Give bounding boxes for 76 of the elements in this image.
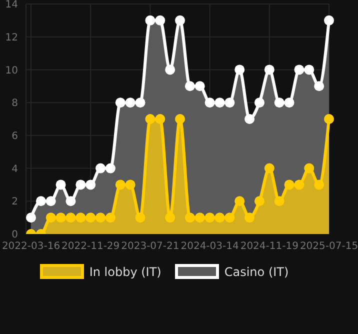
point: [175, 114, 185, 124]
y-tick-label: 4: [12, 164, 18, 175]
point: [184, 212, 195, 223]
y-tick-label: 0: [12, 230, 18, 241]
point: [204, 98, 215, 108]
point: [214, 98, 225, 108]
point: [324, 114, 334, 124]
point: [105, 163, 116, 174]
point: [264, 64, 274, 75]
point: [56, 212, 66, 223]
x-tick-label: 2023-07-21: [121, 241, 180, 252]
point: [125, 180, 136, 190]
y-tick-label: 12: [5, 32, 18, 44]
point: [194, 212, 205, 223]
point: [254, 98, 264, 108]
point: [165, 64, 176, 75]
x-tick-label: 2022-11-29: [62, 241, 120, 252]
point: [234, 196, 245, 206]
point: [224, 98, 235, 108]
point: [125, 98, 136, 108]
point: [86, 212, 96, 223]
point: [214, 212, 225, 223]
point: [324, 15, 334, 26]
point: [26, 212, 36, 223]
point: [264, 163, 274, 174]
x-tick-label: 2024-11-19: [240, 241, 298, 252]
point: [76, 212, 86, 223]
point: [36, 196, 46, 206]
x-tick-label: 2022-03-16: [2, 241, 60, 252]
point: [145, 114, 156, 124]
point: [115, 180, 126, 190]
point: [244, 114, 255, 124]
point: [96, 163, 106, 174]
point: [105, 212, 116, 223]
point: [46, 212, 56, 223]
point: [244, 212, 255, 223]
y-tick-label: 10: [5, 65, 18, 76]
legend-label: Casino (IT): [224, 264, 289, 278]
point: [145, 15, 156, 26]
point: [135, 98, 146, 108]
point: [155, 15, 166, 26]
point: [314, 81, 324, 92]
point: [234, 64, 245, 75]
point: [304, 163, 314, 174]
point: [284, 98, 294, 108]
y-tick-label: 14: [5, 0, 18, 11]
y-tick-label: 6: [12, 130, 18, 142]
point: [304, 64, 314, 75]
point: [274, 196, 284, 206]
point: [165, 212, 176, 223]
point: [76, 180, 86, 190]
point: [135, 212, 146, 223]
point: [66, 196, 76, 206]
point: [184, 81, 195, 92]
y-tick-label: 8: [12, 98, 18, 110]
point: [66, 212, 76, 223]
x-tick-label: 2024-03-14: [180, 241, 239, 252]
point: [284, 180, 294, 190]
point: [194, 81, 205, 92]
y-tick-label: 2: [12, 196, 18, 208]
point: [96, 212, 106, 223]
point: [115, 98, 126, 108]
point: [155, 114, 166, 124]
x-tick-label: 2025-07-15: [300, 241, 358, 252]
point: [274, 98, 284, 108]
point: [254, 196, 264, 206]
point: [86, 180, 96, 190]
point: [175, 15, 185, 26]
point: [294, 180, 304, 190]
legend-label: In lobby (IT): [89, 264, 162, 278]
point: [56, 180, 66, 190]
point: [46, 196, 56, 206]
point: [224, 212, 235, 223]
point: [204, 212, 215, 223]
point: [314, 180, 324, 190]
point: [294, 64, 304, 75]
